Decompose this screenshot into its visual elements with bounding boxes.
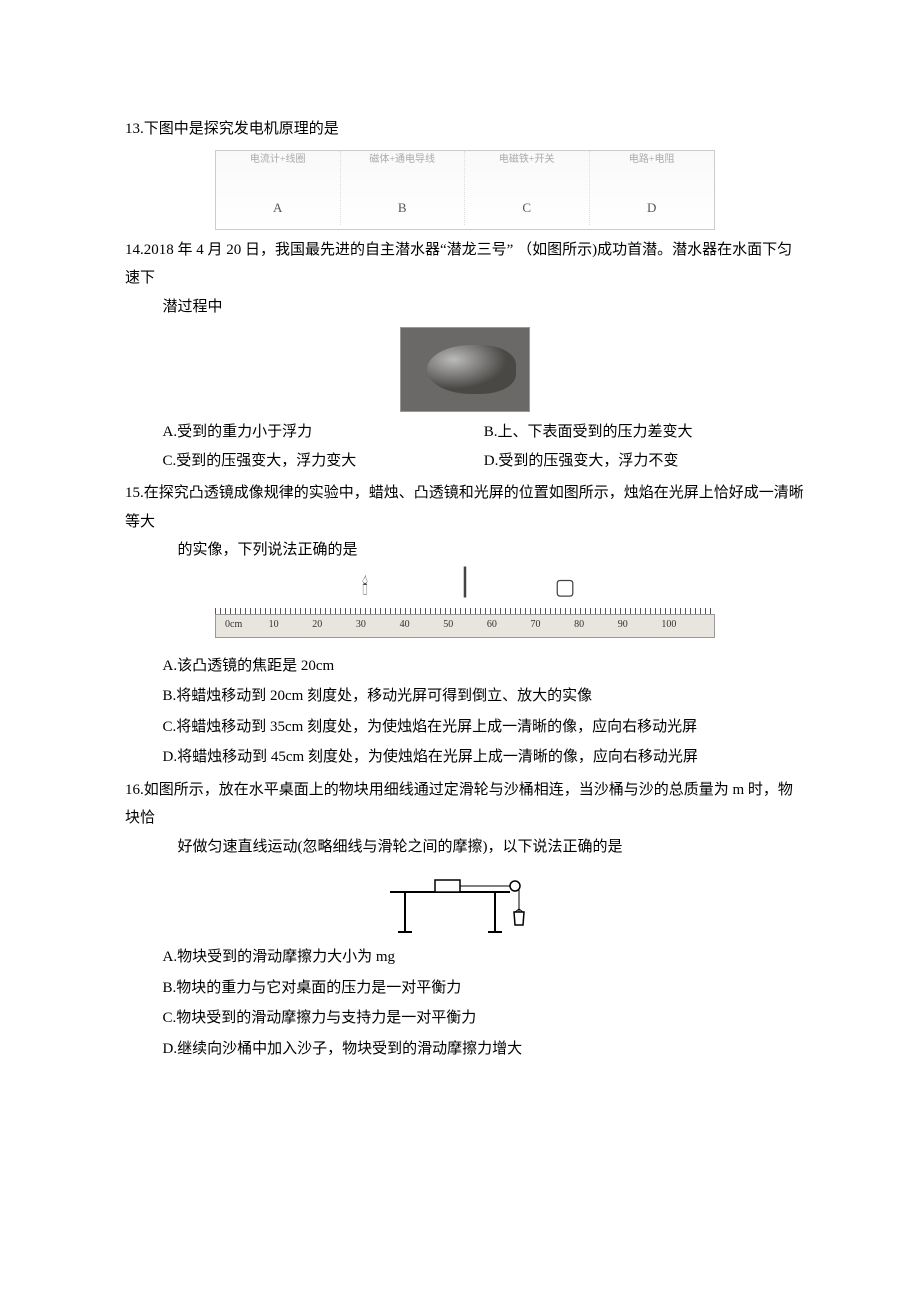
q15-option-d: D.将蜡烛移动到 45cm 刻度处，为使烛焰在光屏上成一清晰的像，应向右移动光屏 [163, 743, 806, 772]
ruler-10: 10 [269, 615, 313, 634]
q14-option-c: C.受到的压强变大，浮力变大 [163, 447, 484, 476]
pulley-diagram [380, 867, 550, 937]
q15-text1: 在探究凸透镜成像规律的实验中，蜡烛、凸透镜和光屏的位置如图所示，烛焰在光屏上恰好… [125, 485, 804, 530]
q14-stem-line2: 潜过程中 [125, 293, 805, 322]
q14-text1: 2018 年 4 月 20 日，我国最先进的自主潜水器“潜龙三号” （如图所示)… [125, 242, 792, 287]
ruler-0: 0cm [225, 615, 269, 634]
q16-stem-line2: 好做匀速直线运动(忽略细线与滑轮之间的摩擦)，以下说法正确的是 [125, 833, 805, 862]
q14-number: 14. [125, 242, 144, 258]
q14-option-a: A.受到的重力小于浮力 [163, 418, 484, 447]
lens-icon: ⎮ [458, 558, 472, 607]
q13-fig-b: 磁体+通电导线 B [341, 151, 466, 225]
q14-options-row2: C.受到的压强变大，浮力变大 D.受到的压强变大，浮力不变 [125, 447, 805, 476]
q16-text1: 如图所示，放在水平桌面上的物块用细线通过定滑轮与沙桶相连，当沙桶与沙的总质量为 … [125, 782, 793, 827]
q15-figure: 🕯 ⎮ ▢ 0cm 10 20 30 40 50 60 70 80 90 100 [215, 571, 715, 646]
ruler-70: 70 [530, 615, 574, 634]
ruler-100: 100 [661, 615, 705, 634]
q16-figure-wrap [125, 867, 805, 937]
q13-figure-wrap: 电流计+线圈 A 磁体+通电导线 B 电磁铁+开关 C 电路+电阻 D [125, 150, 805, 230]
ruler-labels: 0cm 10 20 30 40 50 60 70 80 90 100 [215, 615, 715, 634]
q13-sketch-d: 电路+电阻 [590, 155, 715, 165]
q15-stem-line1: 15.在探究凸透镜成像规律的实验中，蜡烛、凸透镜和光屏的位置如图所示，烛焰在光屏… [125, 479, 805, 536]
q15-option-c: C.将蜡烛移动到 35cm 刻度处，为使烛焰在光屏上成一清晰的像，应向右移动光屏 [163, 713, 806, 742]
q13-fig-d: 电路+电阻 D [590, 151, 715, 225]
q16-figure [380, 867, 550, 937]
q16-stem-line1: 16.如图所示，放在水平桌面上的物块用细线通过定滑轮与沙桶相连，当沙桶与沙的总质… [125, 776, 805, 833]
question-15: 15.在探究凸透镜成像规律的实验中，蜡烛、凸透镜和光屏的位置如图所示，烛焰在光屏… [125, 479, 805, 772]
q15-option-a: A.该凸透镜的焦距是 20cm [163, 652, 806, 681]
q16-option-d: D.继续向沙桶中加入沙子，物块受到的滑动摩擦力增大 [163, 1035, 806, 1064]
q15-options: A.该凸透镜的焦距是 20cm B.将蜡烛移动到 20cm 刻度处，移动光屏可得… [125, 652, 805, 772]
q14-stem-line1: 14.2018 年 4 月 20 日，我国最先进的自主潜水器“潜龙三号” （如图… [125, 236, 805, 293]
q15-number: 15. [125, 485, 144, 501]
question-14: 14.2018 年 4 月 20 日，我国最先进的自主潜水器“潜龙三号” （如图… [125, 236, 805, 476]
q16-option-b: B.物块的重力与它对桌面的压力是一对平衡力 [163, 974, 806, 1003]
ruler-50: 50 [443, 615, 487, 634]
q13-number: 13. [125, 121, 144, 137]
q13-label-a: A [216, 196, 340, 221]
q13-sketch-a: 电流计+线圈 [216, 155, 340, 165]
q13-figure: 电流计+线圈 A 磁体+通电导线 B 电磁铁+开关 C 电路+电阻 D [215, 150, 715, 230]
q14-option-d: D.受到的压强变大，浮力不变 [484, 447, 805, 476]
q13-fig-a: 电流计+线圈 A [216, 151, 341, 225]
q14-options-row1: A.受到的重力小于浮力 B.上、下表面受到的压力差变大 [125, 418, 805, 447]
q13-sketch-b: 磁体+通电导线 [341, 155, 465, 165]
question-13: 13.下图中是探究发电机原理的是 电流计+线圈 A 磁体+通电导线 B 电磁铁+开关… [125, 115, 805, 230]
question-16: 16.如图所示，放在水平桌面上的物块用细线通过定滑轮与沙桶相连，当沙桶与沙的总质… [125, 776, 805, 1064]
ruler-40: 40 [400, 615, 444, 634]
q16-number: 16. [125, 782, 144, 798]
q14-figure [400, 327, 530, 412]
q16-option-c: C.物块受到的滑动摩擦力与支持力是一对平衡力 [163, 1004, 806, 1033]
q13-stem: 13.下图中是探究发电机原理的是 [125, 115, 805, 144]
q15-option-b: B.将蜡烛移动到 20cm 刻度处，移动光屏可得到倒立、放大的实像 [163, 682, 806, 711]
q13-text: 下图中是探究发电机原理的是 [144, 121, 339, 137]
q13-label-d: D [590, 196, 715, 221]
q13-fig-c: 电磁铁+开关 C [465, 151, 590, 225]
ruler-30: 30 [356, 615, 400, 634]
q14-option-b: B.上、下表面受到的压力差变大 [484, 418, 805, 447]
q13-sketch-c: 电磁铁+开关 [465, 155, 589, 165]
ruler-20: 20 [312, 615, 356, 634]
q15-figure-wrap: 🕯 ⎮ ▢ 0cm 10 20 30 40 50 60 70 80 90 100 [125, 571, 805, 646]
screen-icon: ▢ [555, 566, 576, 608]
q14-figure-wrap [125, 327, 805, 412]
q16-option-a: A.物块受到的滑动摩擦力大小为 mg [163, 943, 806, 972]
ruler-60: 60 [487, 615, 531, 634]
q13-label-b: B [341, 196, 465, 221]
q16-options: A.物块受到的滑动摩擦力大小为 mg B.物块的重力与它对桌面的压力是一对平衡力… [125, 943, 805, 1063]
candle-icon: 🕯 [362, 566, 368, 608]
ruler-80: 80 [574, 615, 618, 634]
ruler-90: 90 [618, 615, 662, 634]
q13-label-c: C [465, 196, 589, 221]
